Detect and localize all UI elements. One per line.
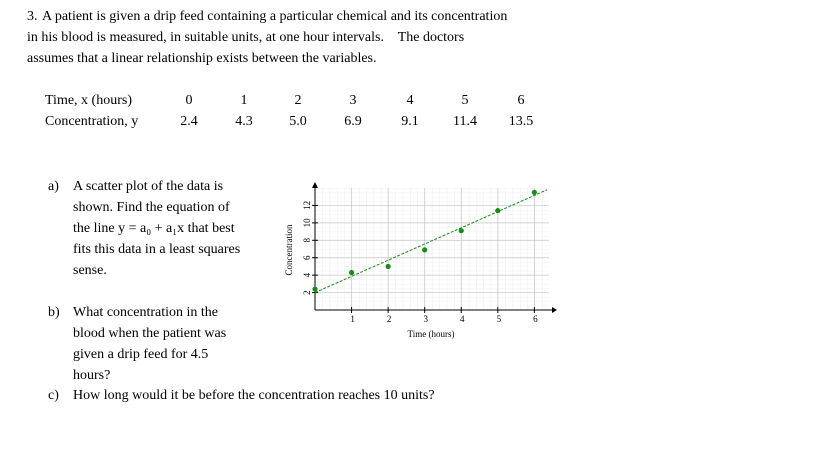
data-point — [312, 286, 318, 292]
x-tick-label: 4 — [460, 314, 465, 324]
question-number: 3. — [27, 9, 38, 24]
x-tick-label: 3 — [423, 314, 428, 324]
table-cell: 2.4 — [180, 114, 198, 129]
table-cell: 4.3 — [235, 114, 253, 129]
y-tick-label: 8 — [302, 238, 312, 243]
question-line: A patient is given a drip feed containin… — [42, 9, 508, 24]
part-text: How long would it be before the concentr… — [73, 388, 435, 403]
table-cell: 4 — [406, 93, 414, 108]
question-line: in his blood is measured, in suitable un… — [27, 30, 465, 45]
part-label: b) — [48, 305, 60, 320]
table-cell: 13.5 — [508, 114, 534, 129]
x-axis-label: Time (hours) — [408, 329, 455, 339]
x-tick-label: 1 — [350, 314, 355, 324]
row-label: Time, x (hours) — [45, 93, 132, 108]
part-label: a) — [48, 179, 59, 194]
x-tick-label: 6 — [533, 314, 538, 324]
y-tick-label: 12 — [302, 201, 312, 210]
x-tick-label: 5 — [497, 314, 502, 324]
table-cell: 9.1 — [401, 114, 419, 129]
x-arrow — [552, 307, 557, 313]
y-tick-label: 4 — [302, 272, 312, 277]
trend-line — [314, 189, 548, 294]
data-point — [385, 263, 391, 270]
data-point — [458, 228, 464, 234]
table-cell: 6 — [517, 93, 525, 108]
y-tick-label: 2 — [302, 290, 312, 295]
table-cell: 1 — [240, 93, 248, 108]
part-text: What concentration in the blood when the… — [73, 305, 227, 383]
table-cell: 5 — [461, 93, 469, 108]
data-point — [348, 269, 355, 276]
table-cell: 6.9 — [344, 114, 362, 129]
y-tick-label: 6 — [302, 255, 312, 260]
data-point — [495, 208, 501, 214]
minor-grid — [315, 188, 549, 310]
table-cell: 11.4 — [453, 114, 477, 129]
data-point — [531, 189, 537, 195]
part-text: A scatter plot of the data is shown. Fin… — [73, 179, 241, 278]
part-label: c) — [48, 388, 59, 403]
row-label: Concentration, y — [45, 114, 139, 129]
table-cell: 3 — [349, 93, 357, 108]
table-cell: 2 — [294, 93, 302, 108]
y-arrow — [312, 182, 318, 188]
x-tick-label: 2 — [387, 314, 392, 324]
y-axis-label: Concentration — [284, 224, 294, 275]
question-line: assumes that a linear relationship exist… — [27, 51, 377, 66]
y-tick-label: 10 — [302, 218, 312, 228]
data-point — [422, 247, 428, 253]
table-cell: 0 — [185, 93, 193, 108]
table-cell: 5.0 — [289, 114, 307, 129]
